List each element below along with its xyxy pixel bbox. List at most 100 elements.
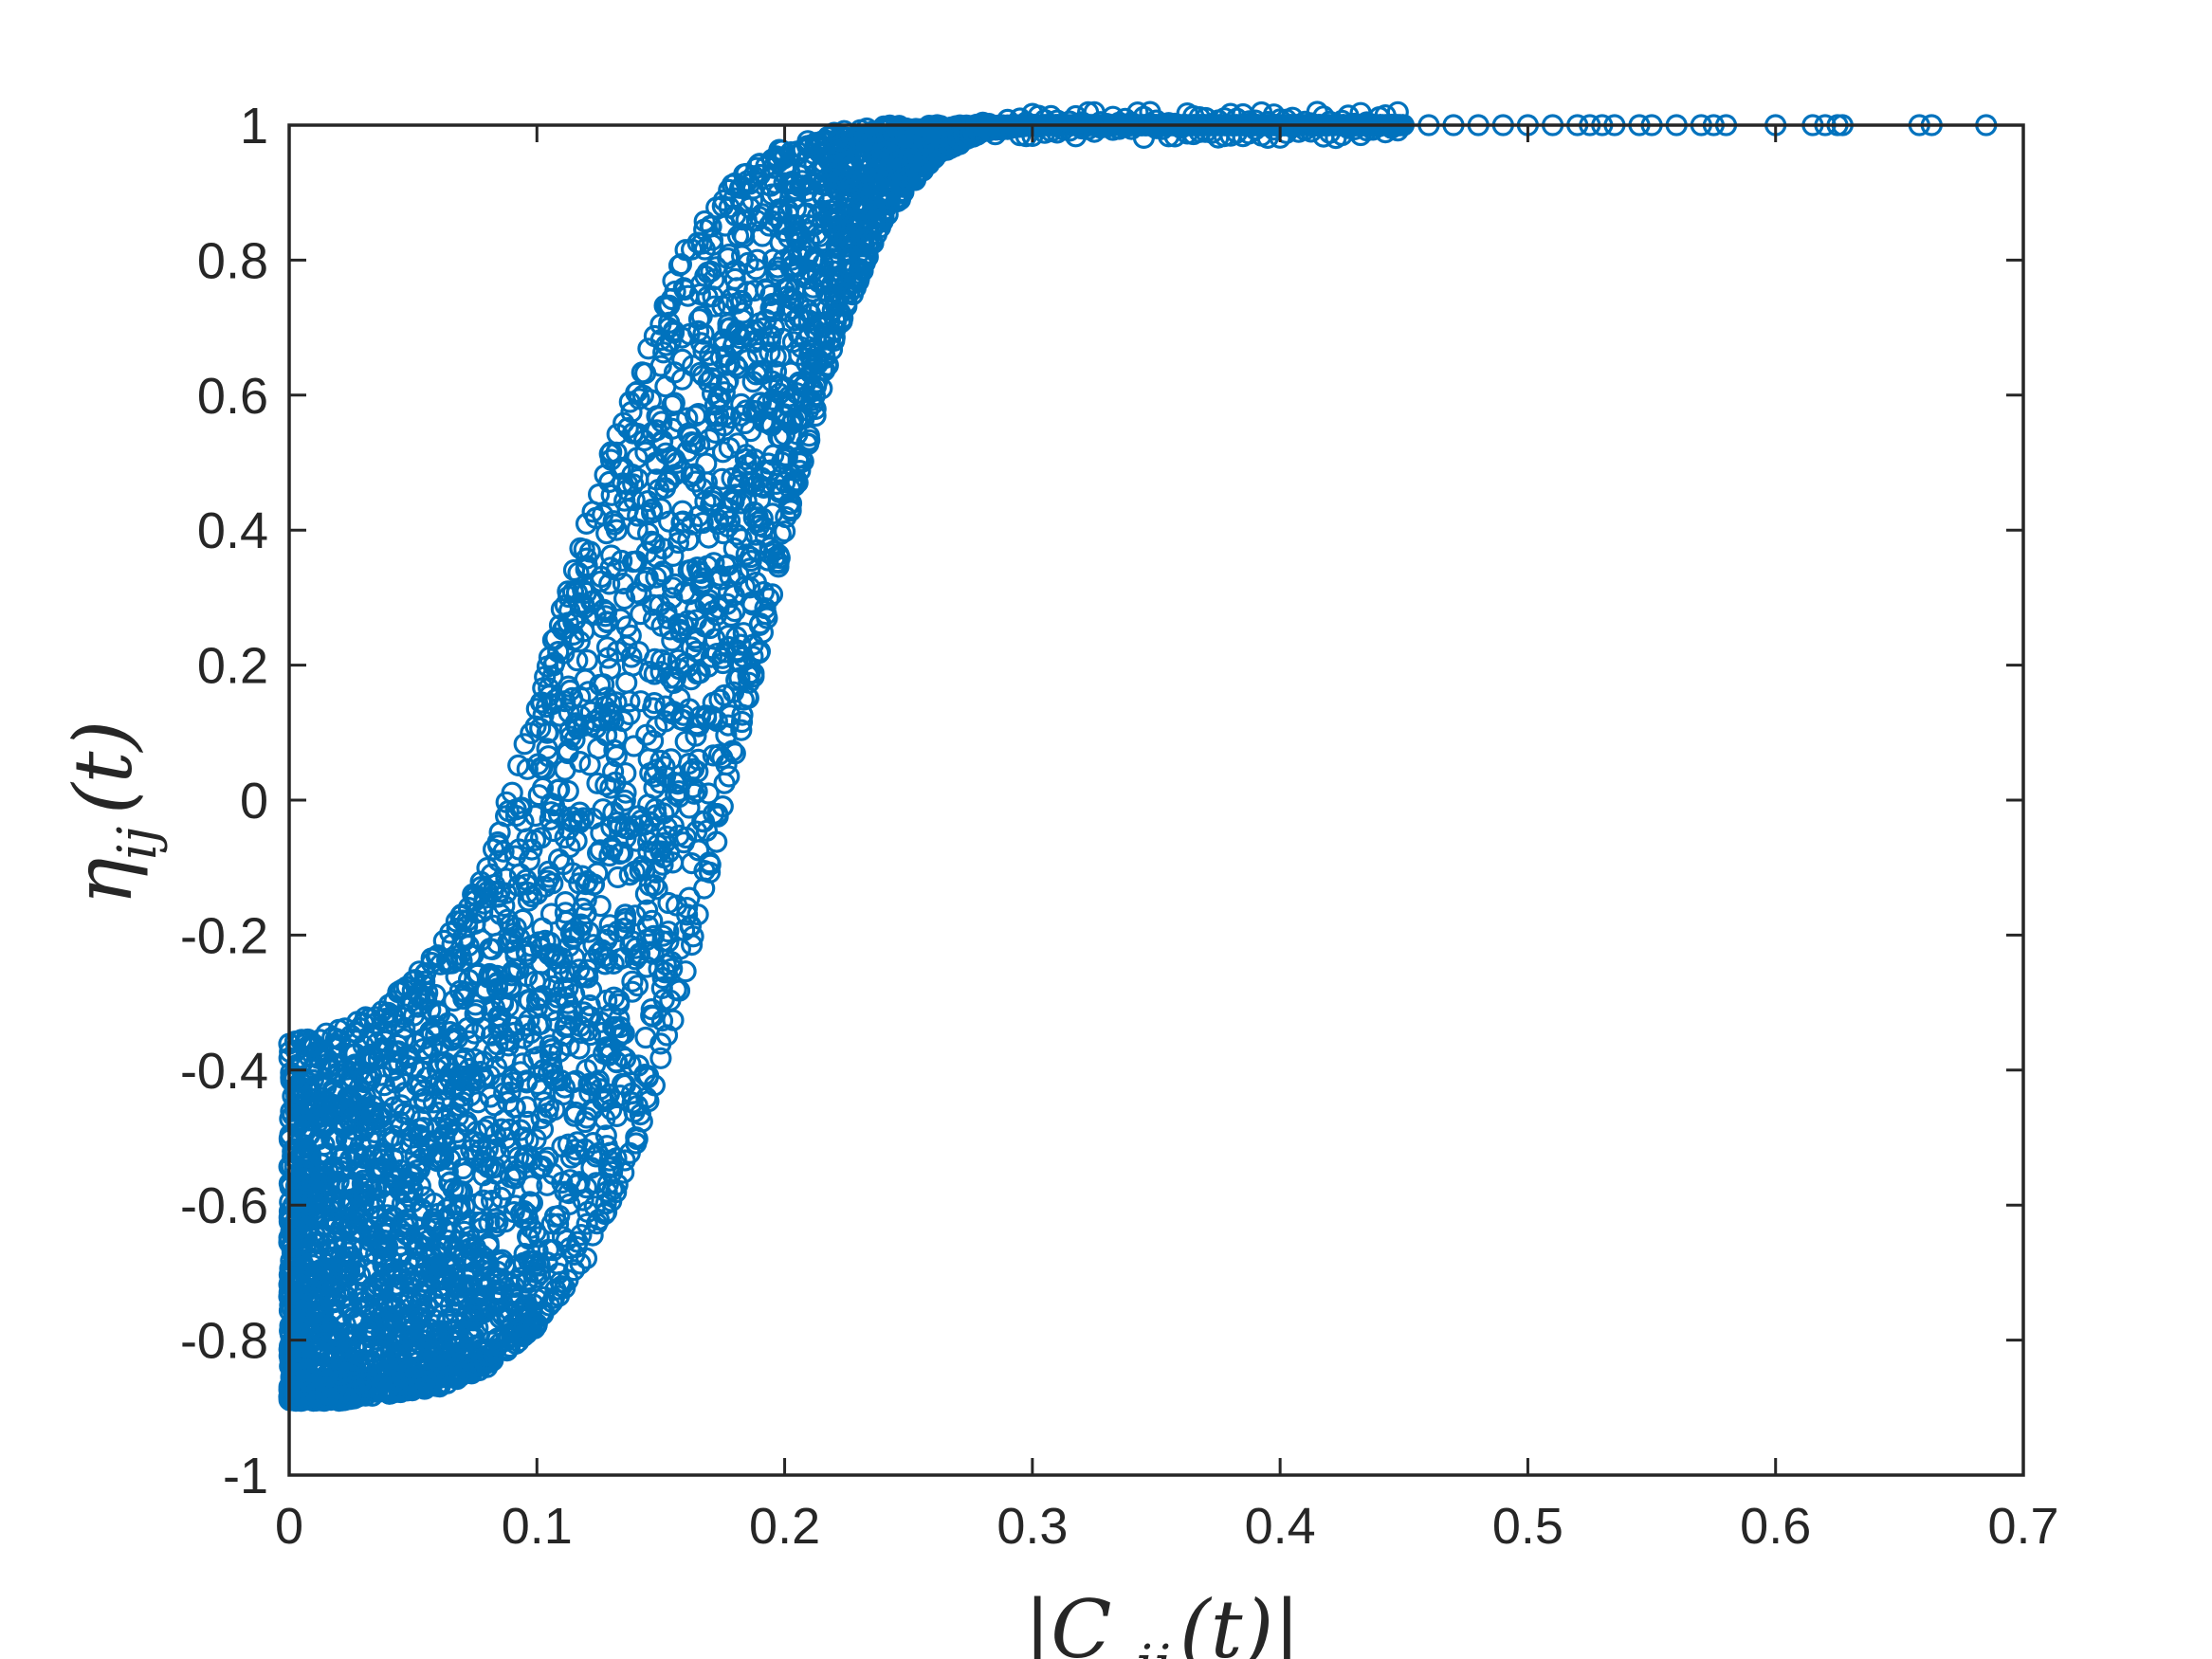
data-point <box>356 1217 379 1241</box>
data-point <box>718 243 740 266</box>
data-point <box>614 781 637 804</box>
data-point <box>625 581 649 604</box>
data-point <box>300 1098 322 1121</box>
data-point <box>620 646 643 668</box>
data-point <box>574 1138 596 1160</box>
data-point <box>414 1256 437 1279</box>
data-point <box>671 460 694 483</box>
data-point <box>750 475 773 498</box>
data-point <box>453 1212 476 1235</box>
data-point <box>651 560 674 583</box>
data-point <box>427 1141 449 1164</box>
data-point <box>545 991 568 1013</box>
data-point <box>312 1310 335 1333</box>
data-point <box>417 1229 440 1252</box>
data-point <box>649 355 672 377</box>
data-point <box>284 1075 307 1098</box>
data-point <box>600 483 623 506</box>
data-point <box>517 1129 539 1152</box>
data-point <box>759 297 782 319</box>
data-point <box>372 1295 394 1318</box>
data-point <box>669 621 692 644</box>
data-point <box>472 1050 495 1073</box>
data-point <box>316 1234 338 1257</box>
data-point <box>447 1104 469 1128</box>
data-point <box>360 1065 383 1087</box>
data-point <box>503 1254 527 1278</box>
data-point <box>556 1003 579 1026</box>
data-point <box>396 1212 419 1235</box>
data-point <box>523 829 547 851</box>
data-point <box>643 765 666 788</box>
data-point <box>686 403 710 426</box>
data-point <box>592 798 614 821</box>
data-point <box>586 842 610 865</box>
data-point <box>530 1106 553 1130</box>
data-point <box>621 970 644 993</box>
data-point <box>789 175 812 198</box>
data-point <box>574 964 596 987</box>
data-point <box>630 603 652 626</box>
data-point <box>694 264 717 287</box>
data-point <box>622 735 646 757</box>
data-point <box>367 1233 390 1256</box>
data-point <box>730 289 753 312</box>
data-point <box>451 1158 474 1180</box>
data-point <box>635 723 658 746</box>
data-point <box>548 778 571 801</box>
data-point <box>640 501 664 524</box>
data-point <box>651 930 674 953</box>
data-point <box>606 1051 629 1074</box>
data-point <box>480 1157 503 1179</box>
data-point <box>309 1258 333 1281</box>
data-point <box>635 899 659 921</box>
data-point <box>661 851 685 874</box>
data-point <box>840 267 863 290</box>
data-point <box>652 538 675 560</box>
data-point <box>687 308 711 331</box>
data-point <box>627 504 649 527</box>
data-point <box>643 647 667 670</box>
data-point <box>353 1146 375 1170</box>
data-point <box>667 824 690 847</box>
data-point <box>654 442 677 465</box>
data-point <box>442 1079 465 1102</box>
data-point <box>675 903 699 926</box>
data-point <box>542 975 565 998</box>
data-point <box>742 501 765 524</box>
data-point <box>700 260 722 283</box>
data-point <box>481 965 503 988</box>
data-point <box>422 1208 445 1231</box>
data-point <box>769 427 793 449</box>
data-point <box>466 1297 489 1320</box>
data-point <box>591 1021 614 1045</box>
data-point <box>621 550 645 574</box>
data-point <box>684 627 706 649</box>
data-point <box>682 925 704 948</box>
data-point <box>483 1281 506 1304</box>
data-point <box>589 673 612 697</box>
data-point <box>493 894 516 918</box>
data-point <box>490 1118 513 1140</box>
data-point <box>609 608 632 630</box>
data-point <box>526 1013 550 1036</box>
data-point <box>668 687 691 710</box>
data-point <box>711 746 734 770</box>
data-point <box>664 666 687 690</box>
data-point <box>448 1144 470 1167</box>
data-point <box>501 927 523 951</box>
data-point <box>693 210 716 233</box>
data-point <box>592 1086 614 1110</box>
data-point <box>613 1073 637 1097</box>
data-point <box>795 328 817 351</box>
data-point <box>803 384 827 407</box>
data-point <box>704 421 727 444</box>
data-point <box>700 367 723 390</box>
data-point <box>434 1071 457 1094</box>
data-point <box>572 807 595 830</box>
data-point <box>569 1086 592 1109</box>
data-point <box>697 526 721 549</box>
data-point <box>756 392 778 415</box>
data-point <box>457 1030 480 1052</box>
